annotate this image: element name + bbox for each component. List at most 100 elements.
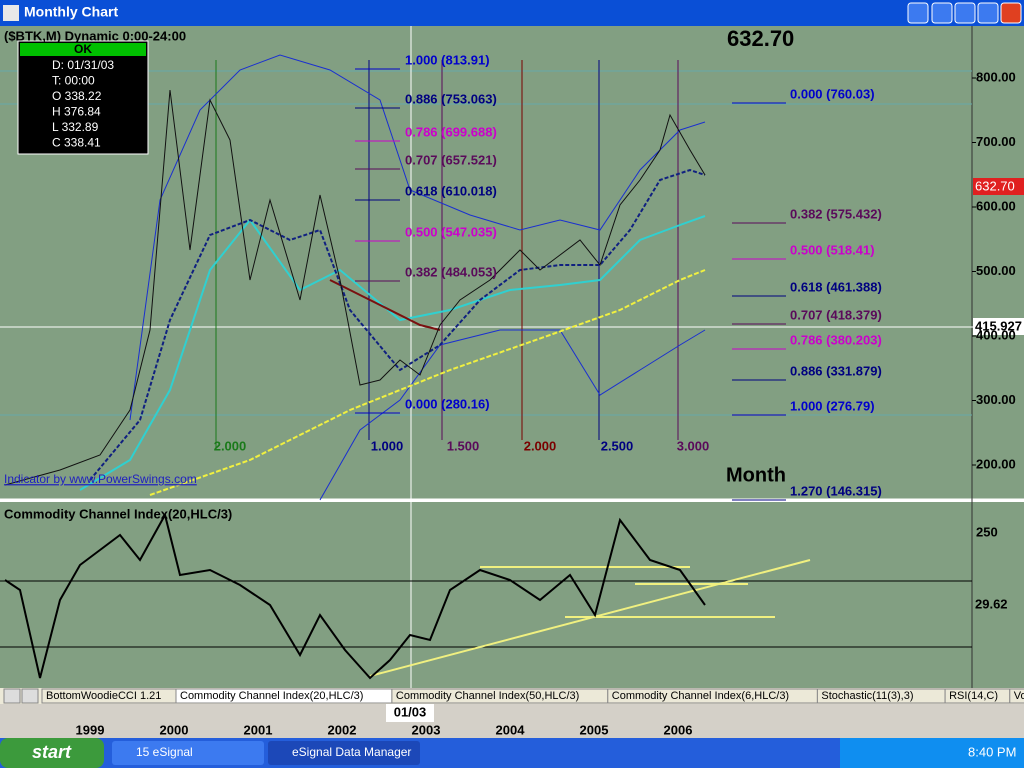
- year-label: 2000: [160, 722, 189, 737]
- price-axis-label: 400.00: [976, 327, 1016, 342]
- tab-scroll[interactable]: [21, 688, 39, 704]
- fib-label: 0.786 (699.688): [405, 124, 497, 139]
- fib-label: 1.000 (813.91): [405, 52, 490, 67]
- info-line: H 376.84: [52, 105, 101, 119]
- minimize-button[interactable]: [954, 2, 976, 24]
- cci-title: Commodity Channel Index(20,HLC/3): [4, 506, 232, 521]
- fib-label: 0.500 (518.41): [790, 242, 875, 257]
- time-fib-label: 2.000: [214, 438, 247, 453]
- fib-label: 0.382 (484.053): [405, 264, 497, 279]
- year-label: 2002: [328, 722, 357, 737]
- fib-label: 0.786 (380.203): [790, 332, 882, 347]
- cci-axis-label: 250: [976, 524, 998, 539]
- info-line: T: 00:00: [52, 74, 95, 88]
- info-line: O 338.22: [52, 89, 102, 103]
- year-label: 2005: [580, 722, 609, 737]
- year-label: 2001: [244, 722, 273, 737]
- price-axis-label: 200.00: [976, 456, 1016, 471]
- minimize-button[interactable]: [907, 2, 929, 24]
- tab-label: Stochastic(11(3),3): [821, 690, 913, 702]
- date-axis: [0, 704, 1024, 738]
- time-fib-label: 3.000: [677, 438, 710, 453]
- cci-axis: [972, 502, 1024, 688]
- cci-tag: 29.62: [975, 596, 1008, 611]
- fib-label: 0.707 (418.379): [790, 307, 882, 322]
- cci-pane: [0, 502, 972, 688]
- tab-label: Commodity Channel Index(50,HLC/3): [396, 690, 579, 702]
- start-button[interactable]: [0, 738, 104, 768]
- ma-red: [329, 279, 441, 331]
- tab-scroll[interactable]: [3, 688, 21, 704]
- tab-label: Volume: [1014, 690, 1024, 702]
- ma-cyan: [79, 215, 706, 491]
- price-pane: [0, 26, 972, 500]
- year-label: 2004: [496, 722, 526, 737]
- period-label: Month: [726, 464, 786, 486]
- last-price: 632.70: [727, 26, 794, 51]
- year-label: 2003: [412, 722, 441, 737]
- time-fib-label: 1.000: [371, 438, 404, 453]
- price-tag-bg: [973, 178, 1024, 195]
- cursor-date-bg: [386, 704, 434, 722]
- fib-label: 0.000 (280.16): [405, 396, 490, 411]
- taskbar-item[interactable]: [268, 741, 420, 765]
- restore-button[interactable]: [977, 2, 999, 24]
- ma-yellow: [149, 269, 706, 496]
- taskbar-item-label: 15 eSignal: [136, 745, 193, 759]
- tab[interactable]: [1009, 688, 1024, 704]
- info-line: L 332.89: [52, 120, 99, 134]
- tab-label: BottomWoodieCCI 1.21: [46, 690, 161, 702]
- price-axis-label: 800.00: [976, 69, 1016, 84]
- clock: 8:40 PM: [968, 744, 1016, 759]
- taskbar-item-label: eSignal Data Manager: [292, 745, 411, 759]
- taskbar-item[interactable]: [112, 741, 264, 765]
- price-axis-label: 700.00: [976, 134, 1016, 149]
- fib-label: 0.000 (760.03): [790, 86, 875, 101]
- tab-label: Commodity Channel Index(20,HLC/3): [180, 690, 363, 702]
- year-label: 2006: [664, 722, 693, 737]
- cursor-price-bg: [973, 318, 1024, 335]
- title-bar: [0, 0, 1024, 26]
- cursor-date: 01/03: [394, 704, 427, 719]
- symbol: ($BTK,M) Dynamic 0:00-24:00: [4, 28, 186, 43]
- info-line: C 338.41: [52, 136, 101, 150]
- upper-band: [129, 54, 706, 421]
- restore-button[interactable]: [931, 2, 953, 24]
- watermark[interactable]: Indicator by www.PowerSwings.com: [4, 472, 197, 486]
- time-fib-label: 1.500: [447, 438, 480, 453]
- price-tag: 632.70: [975, 178, 1015, 193]
- time-fib-label: 2.000: [524, 438, 557, 453]
- price-axis: [972, 26, 1024, 500]
- ma-navy: [89, 168, 706, 481]
- cursor-price: 415.927: [975, 318, 1022, 333]
- info-box: [17, 40, 149, 155]
- tab-label: RSI(14,C): [949, 690, 998, 702]
- year-label: 1999: [76, 722, 105, 737]
- fib-label: 0.382 (575.432): [790, 206, 882, 221]
- info-status-bg: [20, 43, 146, 56]
- time-fib-label: 2.500: [601, 438, 634, 453]
- close-button[interactable]: [1000, 2, 1022, 24]
- price-axis-label: 500.00: [976, 263, 1016, 278]
- fib-label: 0.618 (461.388): [790, 279, 882, 294]
- cci-tag-bg: [973, 596, 1024, 613]
- price-axis-label: 300.00: [976, 392, 1016, 407]
- fib-label: 1.270 (146.315): [790, 483, 882, 498]
- fib-label: 0.886 (753.063): [405, 91, 497, 106]
- start-label: start: [32, 742, 72, 762]
- fib-label: 0.618 (610.018): [405, 183, 497, 198]
- price-line: [4, 89, 706, 486]
- fib-label: 0.707 (657.521): [405, 152, 497, 167]
- tab-label: Commodity Channel Index(6,HLC/3): [612, 690, 789, 702]
- info-line: D: 01/31/03: [52, 58, 114, 72]
- tray: [840, 738, 1024, 768]
- fib-label: 0.500 (547.035): [405, 224, 497, 239]
- window-title: Monthly Chart: [24, 4, 118, 20]
- cci-line: [4, 512, 706, 680]
- price-axis-label: 600.00: [976, 198, 1016, 213]
- fib-label: 0.886 (331.879): [790, 363, 882, 378]
- lower-band: [319, 329, 706, 501]
- window-icon: [3, 5, 19, 21]
- info-status: OK: [74, 42, 92, 56]
